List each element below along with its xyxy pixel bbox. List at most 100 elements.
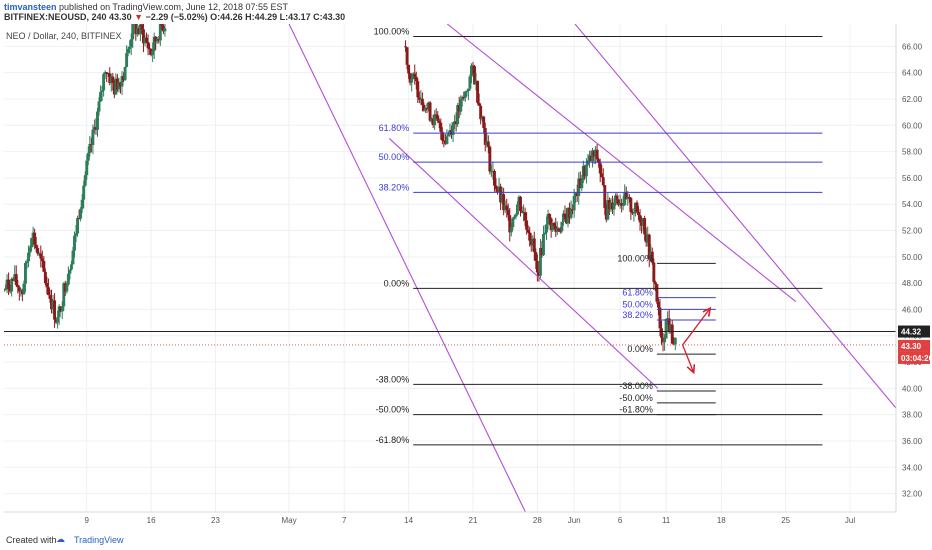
footer: Created with ☁ TradingView [0,530,932,550]
candle-up [92,127,96,130]
candle-up [24,263,27,284]
candle-up [4,289,7,291]
candle-down [502,194,506,211]
candle-down [637,212,640,216]
candle-up [555,228,559,232]
candle-up [588,155,591,161]
candle-down [42,261,46,272]
price-chart[interactable]: 100.00%61.80%50.00%38.20%0.00%-38.00%-50… [0,24,932,526]
time-tick-label: Jul [845,516,855,525]
candle-up [614,195,617,204]
candle-up [22,283,26,295]
candle-down [434,114,438,116]
candle-down [505,205,509,210]
tradingview-logo-icon: ☁ [56,534,65,544]
candle-up [669,324,673,332]
candle-up [163,28,167,32]
candle-up [522,212,526,214]
forecast-arrows [682,308,711,372]
candle-down [535,260,539,273]
candle-down [53,300,57,320]
candle-up [561,213,565,222]
price-tick-label: 62.00 [902,95,923,104]
candle-up [131,24,135,40]
candle-up [591,150,594,161]
candle-down [479,105,483,120]
price-tick-label: 58.00 [902,148,923,157]
candle-down [108,73,112,84]
candle-up [517,196,521,205]
candle-up [468,76,472,89]
candle-down [549,218,553,231]
candle-up [465,91,469,93]
fib-level-label: 61.80% [622,288,653,298]
candle-up [51,300,55,310]
candle-up [117,82,121,90]
candle-down [414,76,418,82]
candle-down [672,343,676,345]
candle-up [65,284,69,292]
candle-up [69,264,73,270]
fib-level-label: -38.00% [376,374,410,384]
candle-down [670,324,674,344]
candle-down [653,281,657,285]
candle-down [554,226,558,232]
candle-down [111,76,115,83]
last-price-tag-bg [898,339,930,352]
fib-level-label: -50.00% [376,405,410,415]
candle-up [612,203,616,210]
quote-line: BITFINEX:NEOUSD, 240 43.30 ▼ −2.29 (−5.0… [4,12,345,22]
candle-down [496,188,499,192]
candle-down [473,66,476,85]
candle-down [629,197,633,212]
candle-up [509,227,513,233]
candle-down [50,298,53,310]
candle-down [7,279,11,290]
price-tick-label: 60.00 [902,121,923,130]
candle-down [160,24,164,26]
fib-level-label: -61.80% [376,435,410,445]
candle-down [650,251,654,263]
fib-level-label: -38.00% [619,381,653,391]
candle-up [485,141,489,145]
candle-down [656,301,660,308]
price-tick-label: 56.00 [902,174,923,183]
candle-down [526,229,530,233]
candle-up [447,134,450,137]
candle-down [494,185,498,189]
candle-down [14,274,18,286]
candle-up [76,218,80,234]
candle-down [575,193,579,197]
candle-down [644,234,648,243]
level-price-tag-bg [898,325,930,338]
candle-down [552,223,556,227]
author-link[interactable]: timvansteen [4,2,57,12]
pane-title: NEO / Dollar, 240, BITFINEX [6,31,122,41]
candle-down [105,72,109,74]
candle-up [80,199,84,209]
candle-up [56,317,60,323]
time-tick-label: May [282,516,297,525]
tradingview-brand[interactable]: TradingView [74,535,124,545]
candle-up [82,185,86,200]
candle-up [128,46,132,49]
candle-up [609,202,613,210]
candle-up [456,105,460,125]
chart-header: timvansteen published on TradingView.com… [0,0,932,24]
candle-down [48,295,52,299]
candle-down [667,318,671,332]
candle-up [512,216,516,219]
time-tick-label: 6 [618,516,623,525]
candle-up [88,144,92,153]
candle-up [96,111,99,130]
candle-up [83,175,87,186]
time-tick-label: 28 [533,516,542,525]
time-axis: 9 16 23 May 7 14 21 28 Jun 6 11 18 25 Jul [4,511,896,525]
candle-down [422,104,426,111]
candle-up [470,65,473,77]
candle-down [16,285,20,288]
candle-down [437,120,441,123]
candle-down [597,159,601,164]
time-tick-label: 21 [469,516,478,525]
candle-down [483,127,487,145]
